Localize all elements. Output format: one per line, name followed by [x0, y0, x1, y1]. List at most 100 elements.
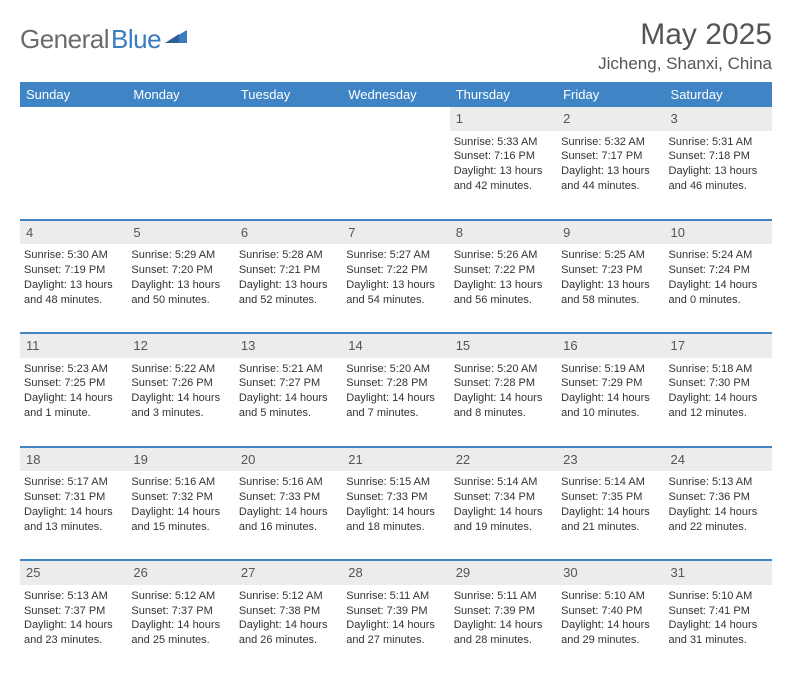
day-number-cell [127, 107, 234, 131]
sunrise-text: Sunrise: 5:28 AM [239, 248, 338, 263]
day-number-cell: 31 [665, 561, 772, 585]
logo-text-blue: Blue [111, 24, 161, 55]
day-number-cell: 27 [235, 561, 342, 585]
day-number-cell: 19 [127, 448, 234, 472]
day-number-cell: 23 [557, 448, 664, 472]
weekday-header: Wednesday [342, 82, 449, 107]
day-info-cell: Sunrise: 5:26 AMSunset: 7:22 PMDaylight:… [450, 244, 557, 332]
sunrise-text: Sunrise: 5:21 AM [239, 362, 338, 377]
sunset-text: Sunset: 7:38 PM [239, 604, 338, 619]
day-info-cell: Sunrise: 5:11 AMSunset: 7:39 PMDaylight:… [450, 585, 557, 673]
weekday-header: Thursday [450, 82, 557, 107]
sunset-text: Sunset: 7:33 PM [346, 490, 445, 505]
sunset-text: Sunset: 7:29 PM [561, 376, 660, 391]
day-info-cell: Sunrise: 5:12 AMSunset: 7:37 PMDaylight:… [127, 585, 234, 673]
day2-text: and 54 minutes. [346, 293, 445, 308]
day-info-cell: Sunrise: 5:10 AMSunset: 7:41 PMDaylight:… [665, 585, 772, 673]
day2-text: and 27 minutes. [346, 633, 445, 648]
day2-text: and 3 minutes. [131, 406, 230, 421]
sunrise-text: Sunrise: 5:16 AM [131, 475, 230, 490]
day-number-cell: 3 [665, 107, 772, 131]
sunset-text: Sunset: 7:31 PM [24, 490, 123, 505]
day-info-cell: Sunrise: 5:16 AMSunset: 7:33 PMDaylight:… [235, 471, 342, 559]
day2-text: and 0 minutes. [669, 293, 768, 308]
sunset-text: Sunset: 7:28 PM [454, 376, 553, 391]
sunrise-text: Sunrise: 5:14 AM [454, 475, 553, 490]
day-number-cell: 1 [450, 107, 557, 131]
day-info-cell: Sunrise: 5:15 AMSunset: 7:33 PMDaylight:… [342, 471, 449, 559]
day-number-cell: 26 [127, 561, 234, 585]
day1-text: Daylight: 14 hours [131, 391, 230, 406]
sunrise-text: Sunrise: 5:20 AM [454, 362, 553, 377]
day2-text: and 1 minute. [24, 406, 123, 421]
sunrise-text: Sunrise: 5:11 AM [454, 589, 553, 604]
day-number-cell: 18 [20, 448, 127, 472]
day-number-cell: 28 [342, 561, 449, 585]
sunrise-text: Sunrise: 5:27 AM [346, 248, 445, 263]
day-info-cell [127, 131, 234, 219]
day-number-cell: 29 [450, 561, 557, 585]
day2-text: and 16 minutes. [239, 520, 338, 535]
day-number-cell: 21 [342, 448, 449, 472]
sunrise-text: Sunrise: 5:17 AM [24, 475, 123, 490]
sunset-text: Sunset: 7:30 PM [669, 376, 768, 391]
weekday-header: Saturday [665, 82, 772, 107]
sunset-text: Sunset: 7:40 PM [561, 604, 660, 619]
day-info-cell: Sunrise: 5:25 AMSunset: 7:23 PMDaylight:… [557, 244, 664, 332]
day1-text: Daylight: 13 hours [561, 278, 660, 293]
day1-text: Daylight: 13 hours [239, 278, 338, 293]
day1-text: Daylight: 14 hours [454, 391, 553, 406]
day1-text: Daylight: 14 hours [346, 505, 445, 520]
day2-text: and 10 minutes. [561, 406, 660, 421]
sunset-text: Sunset: 7:25 PM [24, 376, 123, 391]
day1-text: Daylight: 14 hours [24, 505, 123, 520]
sunset-text: Sunset: 7:21 PM [239, 263, 338, 278]
day-info-cell: Sunrise: 5:29 AMSunset: 7:20 PMDaylight:… [127, 244, 234, 332]
weekday-header: Friday [557, 82, 664, 107]
sunrise-text: Sunrise: 5:12 AM [131, 589, 230, 604]
day2-text: and 31 minutes. [669, 633, 768, 648]
day-number-cell: 24 [665, 448, 772, 472]
weekday-header: Monday [127, 82, 234, 107]
day1-text: Daylight: 14 hours [669, 618, 768, 633]
sunset-text: Sunset: 7:28 PM [346, 376, 445, 391]
logo: GeneralBlue [20, 24, 187, 55]
day2-text: and 7 minutes. [346, 406, 445, 421]
day-info-cell: Sunrise: 5:23 AMSunset: 7:25 PMDaylight:… [20, 358, 127, 446]
sunset-text: Sunset: 7:19 PM [24, 263, 123, 278]
day1-text: Daylight: 14 hours [454, 618, 553, 633]
day2-text: and 22 minutes. [669, 520, 768, 535]
day-info-cell: Sunrise: 5:14 AMSunset: 7:34 PMDaylight:… [450, 471, 557, 559]
day2-text: and 12 minutes. [669, 406, 768, 421]
day-info-cell: Sunrise: 5:18 AMSunset: 7:30 PMDaylight:… [665, 358, 772, 446]
day-number-cell: 20 [235, 448, 342, 472]
sunrise-text: Sunrise: 5:16 AM [239, 475, 338, 490]
day2-text: and 56 minutes. [454, 293, 553, 308]
day-info-cell: Sunrise: 5:33 AMSunset: 7:16 PMDaylight:… [450, 131, 557, 219]
day2-text: and 5 minutes. [239, 406, 338, 421]
day1-text: Daylight: 14 hours [346, 391, 445, 406]
day2-text: and 42 minutes. [454, 179, 553, 194]
day2-text: and 58 minutes. [561, 293, 660, 308]
sunrise-text: Sunrise: 5:18 AM [669, 362, 768, 377]
sunset-text: Sunset: 7:18 PM [669, 149, 768, 164]
day-info-cell: Sunrise: 5:13 AMSunset: 7:36 PMDaylight:… [665, 471, 772, 559]
weekday-header: Tuesday [235, 82, 342, 107]
day1-text: Daylight: 14 hours [346, 618, 445, 633]
day-info-cell [342, 131, 449, 219]
day1-text: Daylight: 13 hours [561, 164, 660, 179]
day2-text: and 21 minutes. [561, 520, 660, 535]
day-info-cell: Sunrise: 5:20 AMSunset: 7:28 PMDaylight:… [342, 358, 449, 446]
sunrise-text: Sunrise: 5:15 AM [346, 475, 445, 490]
day-info-cell: Sunrise: 5:19 AMSunset: 7:29 PMDaylight:… [557, 358, 664, 446]
day-info-cell: Sunrise: 5:17 AMSunset: 7:31 PMDaylight:… [20, 471, 127, 559]
day-number-cell: 15 [450, 334, 557, 358]
day-number-cell: 12 [127, 334, 234, 358]
sunset-text: Sunset: 7:27 PM [239, 376, 338, 391]
day-number-cell: 7 [342, 221, 449, 245]
day1-text: Daylight: 13 hours [454, 278, 553, 293]
day-number-cell: 4 [20, 221, 127, 245]
day-info-cell [235, 131, 342, 219]
sunrise-text: Sunrise: 5:23 AM [24, 362, 123, 377]
day-number-row: 25262728293031 [20, 561, 772, 585]
